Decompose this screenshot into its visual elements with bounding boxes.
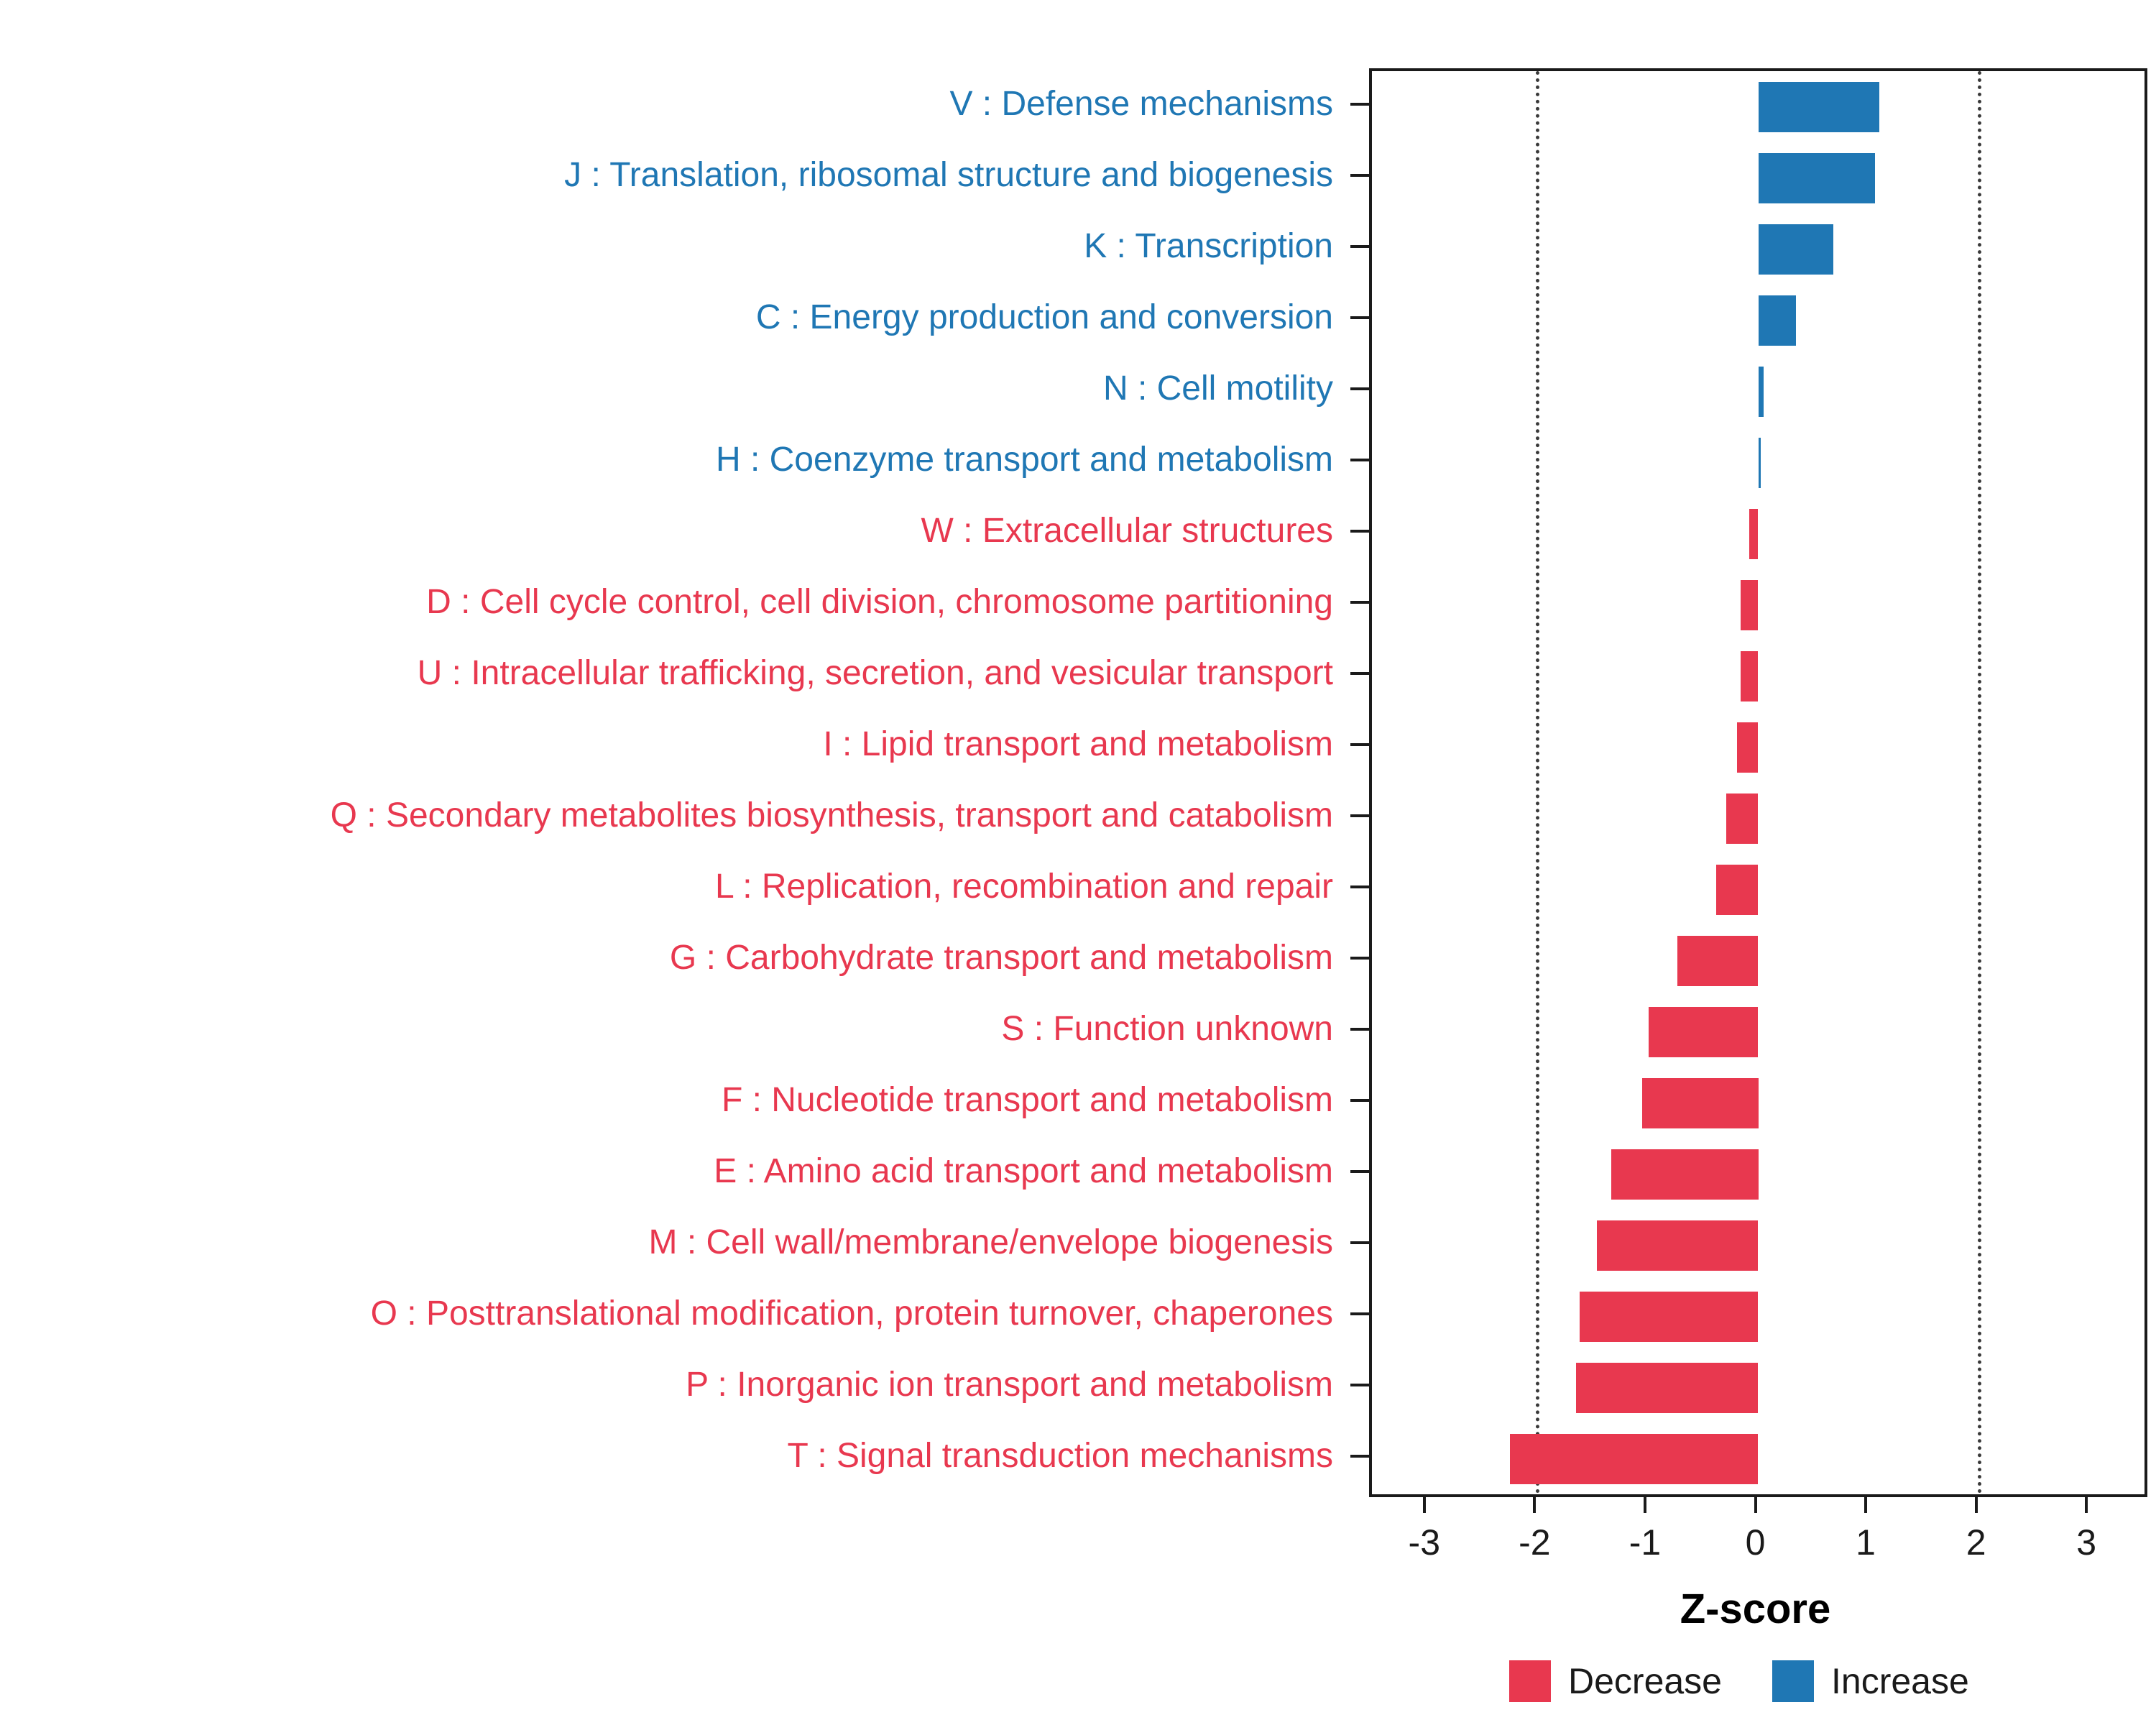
x-tick-label: 1 bbox=[1856, 1522, 1876, 1563]
category-label: P : Inorganic ion transport and metaboli… bbox=[686, 1365, 1333, 1404]
bar bbox=[1758, 295, 1796, 346]
bar bbox=[1576, 1362, 1759, 1413]
bar bbox=[1740, 579, 1759, 630]
category-label: L : Replication, recombination and repai… bbox=[714, 867, 1333, 906]
bar bbox=[1597, 1220, 1759, 1271]
x-tick bbox=[1974, 1494, 1978, 1513]
category-label: N : Cell motility bbox=[1102, 369, 1333, 408]
category-label: D : Cell cycle control, cell division, c… bbox=[426, 582, 1333, 621]
y-tick bbox=[1350, 1098, 1369, 1102]
bar bbox=[1749, 508, 1759, 559]
y-tick bbox=[1350, 529, 1369, 533]
legend-item: Decrease bbox=[1509, 1660, 1722, 1702]
x-tick bbox=[1754, 1494, 1757, 1513]
y-tick bbox=[1350, 814, 1369, 817]
bar bbox=[1758, 81, 1880, 132]
y-tick bbox=[1350, 244, 1369, 248]
category-label: C : Energy production and conversion bbox=[755, 298, 1333, 336]
x-tick bbox=[1422, 1494, 1426, 1513]
legend-swatch-decrease bbox=[1509, 1660, 1551, 1702]
bar bbox=[1758, 224, 1833, 275]
x-axis-title: Z-score bbox=[1680, 1586, 1831, 1632]
bar bbox=[1758, 366, 1764, 417]
y-tick bbox=[1350, 1027, 1369, 1031]
y-tick bbox=[1350, 102, 1369, 106]
category-label: J : Translation, ribosomal structure and… bbox=[564, 155, 1333, 194]
plot-panel bbox=[1369, 68, 2147, 1497]
category-label: Q : Secondary metabolites biosynthesis, … bbox=[330, 796, 1333, 834]
y-tick bbox=[1350, 885, 1369, 888]
bar bbox=[1726, 793, 1759, 844]
bar bbox=[1649, 1006, 1759, 1057]
category-label: M : Cell wall/membrane/envelope biogenes… bbox=[648, 1223, 1333, 1261]
category-label: I : Lipid transport and metabolism bbox=[823, 724, 1333, 763]
y-tick bbox=[1350, 1241, 1369, 1244]
category-labels: V : Defense mechanisms J : Translation, r… bbox=[0, 68, 1333, 1491]
category-label: U : Intracellular trafficking, secretion… bbox=[417, 653, 1333, 692]
y-tick bbox=[1350, 671, 1369, 675]
y-tick bbox=[1350, 742, 1369, 746]
x-tick-label: 3 bbox=[2076, 1522, 2097, 1563]
category-label: E : Amino acid transport and metabolism bbox=[714, 1151, 1333, 1190]
bar bbox=[1642, 1077, 1759, 1128]
category-label: O : Posttranslational modification, prot… bbox=[370, 1294, 1333, 1333]
bar bbox=[1509, 1433, 1759, 1484]
x-tick bbox=[1533, 1494, 1537, 1513]
category-label: K : Transcription bbox=[1084, 226, 1333, 265]
legend-item: Increase bbox=[1772, 1660, 1969, 1702]
legend-swatch-increase bbox=[1772, 1660, 1814, 1702]
y-tick bbox=[1350, 1169, 1369, 1173]
x-tick bbox=[1864, 1494, 1868, 1513]
legend: Decrease Increase bbox=[1509, 1660, 1969, 1702]
y-tick bbox=[1350, 316, 1369, 319]
bar bbox=[1716, 864, 1759, 915]
y-tick bbox=[1350, 956, 1369, 960]
y-tick bbox=[1350, 1312, 1369, 1315]
x-tick bbox=[2085, 1494, 2088, 1513]
y-tick bbox=[1350, 600, 1369, 604]
category-label: S : Function unknown bbox=[1001, 1009, 1333, 1048]
category-label: F : Nucleotide transport and metabolism bbox=[721, 1080, 1333, 1119]
y-tick bbox=[1350, 173, 1369, 177]
y-tick bbox=[1350, 1383, 1369, 1386]
category-label: V : Defense mechanisms bbox=[949, 84, 1333, 123]
x-tick-label: -1 bbox=[1628, 1522, 1662, 1563]
x-tick bbox=[1643, 1494, 1646, 1513]
x-tick-label: -2 bbox=[1519, 1522, 1551, 1563]
x-tick-label: 2 bbox=[1966, 1522, 1986, 1563]
category-label: G : Carbohydrate transport and metabolis… bbox=[669, 938, 1333, 977]
y-tick bbox=[1350, 387, 1369, 390]
y-tick bbox=[1350, 458, 1369, 461]
legend-label: Increase bbox=[1831, 1661, 1969, 1701]
x-tick-label: -3 bbox=[1408, 1522, 1441, 1563]
bar bbox=[1611, 1149, 1759, 1200]
bar bbox=[1740, 650, 1759, 702]
dotted-gridline bbox=[1977, 71, 1981, 1494]
bar bbox=[1737, 722, 1759, 773]
bar bbox=[1758, 437, 1761, 488]
bar bbox=[1677, 935, 1759, 986]
category-label: T : Signal transduction mechanisms bbox=[787, 1436, 1333, 1475]
x-tick-label: 0 bbox=[1745, 1522, 1766, 1563]
dotted-gridline bbox=[1536, 71, 1540, 1494]
category-label: W : Extracellular structures bbox=[921, 511, 1333, 550]
bar bbox=[1579, 1291, 1759, 1342]
category-label: H : Coenzyme transport and metabolism bbox=[715, 440, 1333, 479]
y-tick bbox=[1350, 1454, 1369, 1458]
bar bbox=[1758, 152, 1876, 203]
legend-label: Decrease bbox=[1568, 1661, 1722, 1701]
